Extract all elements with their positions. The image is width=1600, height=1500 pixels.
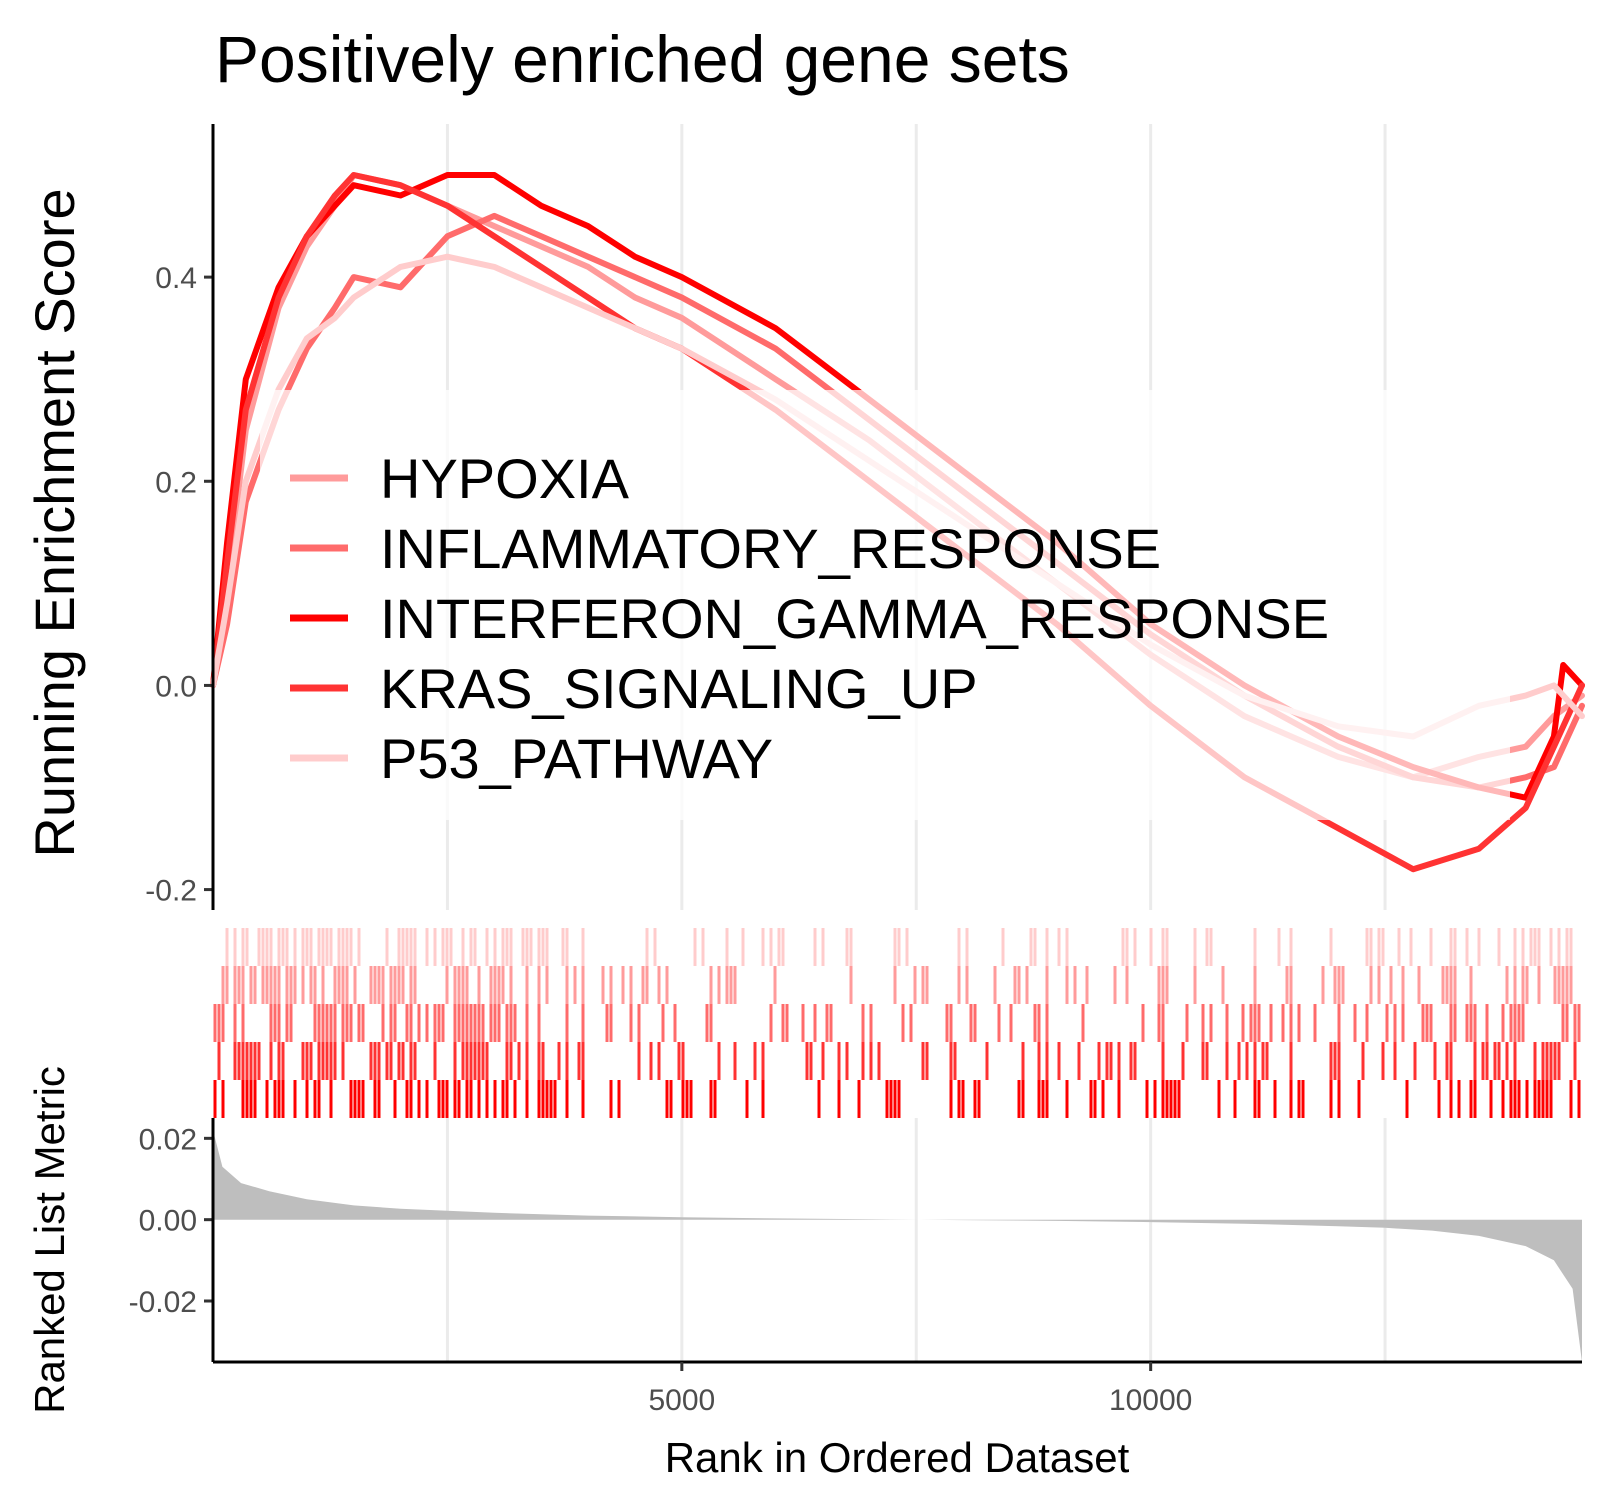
legend-item-p53_pathway: P53_PATHWAY — [290, 727, 773, 790]
legend-label: INTERFERON_GAMMA_RESPONSE — [380, 587, 1329, 650]
legend-item-hypoxia: HYPOXIA — [290, 447, 630, 510]
metric-ytick-label-0: 0.02 — [139, 1123, 197, 1156]
metric-y-ticks: 0.02 0.00 -0.02 — [129, 1123, 213, 1319]
x-axis-title: Rank in Ordered Dataset — [665, 1434, 1130, 1481]
metric-gridlines — [445, 1118, 1387, 1362]
hit-row-interferon_gamma_response — [213, 1080, 1581, 1118]
es-ytick-label-3: -0.2 — [145, 875, 197, 908]
hit-panel — [213, 928, 1581, 1118]
legend-item-kras_signaling_up: KRAS_SIGNALING_UP — [290, 657, 978, 720]
legend-label: HYPOXIA — [380, 447, 630, 510]
legend-background — [260, 390, 1510, 820]
chart-title: Positively enriched gene sets — [215, 22, 1070, 96]
metric-ytick-label-2: -0.02 — [129, 1286, 197, 1319]
legend-item-interferon_gamma_response: INTERFERON_GAMMA_RESPONSE — [290, 587, 1329, 650]
xtick-label-1: 10000 — [1109, 1384, 1192, 1417]
hit-row-kras_signaling_up — [217, 1042, 1577, 1080]
metric-ytick-label-1: 0.00 — [139, 1205, 197, 1238]
legend: HYPOXIA INFLAMMATORY_RESPONSE INTERFERON_G… — [260, 390, 1510, 820]
es-ytick-label-1: 0.2 — [155, 466, 197, 499]
metric-panel: 0.02 0.00 -0.02 5000 10000 — [129, 1118, 1582, 1417]
y-axis-title: Running Enrichment Score — [23, 188, 86, 857]
es-y-ticks: 0.4 0.2 0.0 -0.2 — [145, 262, 213, 908]
hit-row-hypoxia — [221, 966, 1573, 1004]
legend-label: P53_PATHWAY — [380, 727, 773, 790]
xtick-label-0: 5000 — [648, 1384, 715, 1417]
legend-label: INFLAMMATORY_RESPONSE — [380, 517, 1161, 580]
es-ytick-label-0: 0.4 — [155, 262, 197, 295]
ranked-metric-area — [213, 1130, 1582, 1362]
legend-label: KRAS_SIGNALING_UP — [380, 657, 978, 720]
legend-item-inflammatory_response: INFLAMMATORY_RESPONSE — [290, 517, 1161, 580]
x-ticks: 5000 10000 — [648, 1362, 1192, 1417]
es-ytick-label-2: 0.0 — [155, 670, 197, 703]
metric-y-axis-title: Ranked List Metric — [26, 1066, 73, 1414]
hit-row-inflammatory_response — [213, 1004, 1581, 1042]
hit-row-p53_pathway — [225, 928, 1573, 966]
